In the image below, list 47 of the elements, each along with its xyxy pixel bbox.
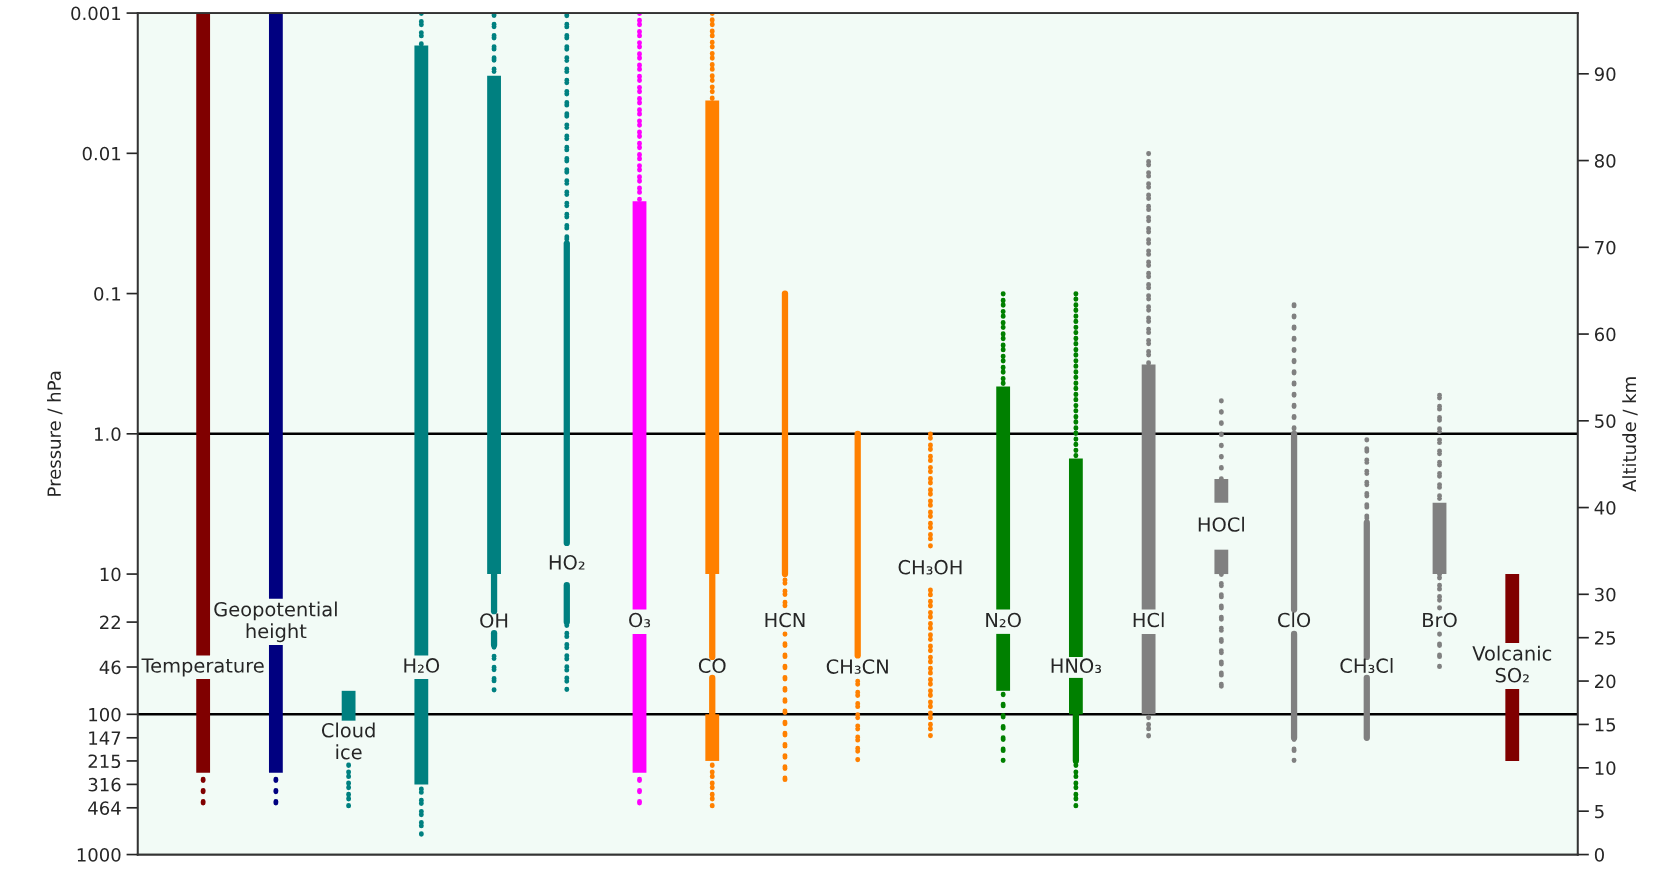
y2-axis-title: Altitude / km xyxy=(1622,377,1638,492)
annotation: ClO xyxy=(1278,612,1311,628)
y2-tick-label: 70 xyxy=(1595,240,1616,255)
y-tick-label: 464 xyxy=(88,801,121,815)
y-tick-label: 0.1 xyxy=(94,287,121,301)
annotation: CH₃CN xyxy=(826,659,888,674)
y-tick-label: 46 xyxy=(99,660,121,675)
y2-tick-label: 20 xyxy=(1595,674,1616,689)
y2-tick-label: 25 xyxy=(1595,631,1616,645)
annotation: N₂O xyxy=(986,612,1021,628)
y2-tick-label: 0 xyxy=(1594,848,1604,862)
y2-tick-label: 60 xyxy=(1594,327,1616,342)
annotation: HCN xyxy=(765,612,805,628)
annotation: CH₃Cl xyxy=(1340,658,1393,674)
annotation: HCl xyxy=(1133,612,1164,628)
annotation: HO₂ xyxy=(549,555,585,570)
annotation: HOCl xyxy=(1198,516,1244,532)
annotation: Temperature xyxy=(141,658,264,677)
annotation: H₂O xyxy=(404,658,440,673)
y2-tick-label: 10 xyxy=(1595,761,1616,775)
y-tick-label: 147 xyxy=(89,731,121,745)
y2-tick-label: 50 xyxy=(1595,414,1616,428)
annotation: CO xyxy=(698,658,726,674)
annotation: Geopotential height xyxy=(214,601,337,643)
y-tick-label: 316 xyxy=(88,777,121,792)
y-tick-label: 1000 xyxy=(77,848,121,862)
y-tick-label: 10 xyxy=(100,567,121,582)
y-tick-label: 215 xyxy=(88,754,121,769)
y2-tick-label: 40 xyxy=(1594,501,1616,515)
y-tick-label: 1.0 xyxy=(94,427,121,441)
annotation: OH xyxy=(480,613,508,628)
annotation: CH₃OH xyxy=(898,559,962,575)
y2-tick-label: 5 xyxy=(1595,804,1604,819)
annotation: O₃ xyxy=(629,612,651,628)
y-tick-label: 100 xyxy=(89,707,121,722)
y-tick-label: 0.001 xyxy=(71,6,121,21)
annotation: Volcanic SO₂ xyxy=(1472,645,1552,683)
y2-tick-label: 15 xyxy=(1595,718,1616,732)
annotation: Cloud ice xyxy=(321,722,375,760)
y-tick-label: 22 xyxy=(100,615,120,629)
y-tick-label: 0.01 xyxy=(82,146,121,161)
y2-tick-label: 80 xyxy=(1594,154,1616,168)
y-axis-title: Pressure / hPa xyxy=(47,371,63,496)
annotation: HNO₃ xyxy=(1051,658,1102,674)
y2-tick-label: 30 xyxy=(1595,587,1616,602)
y2-tick-label: 90 xyxy=(1594,67,1616,81)
annotation: BrO xyxy=(1423,612,1457,628)
